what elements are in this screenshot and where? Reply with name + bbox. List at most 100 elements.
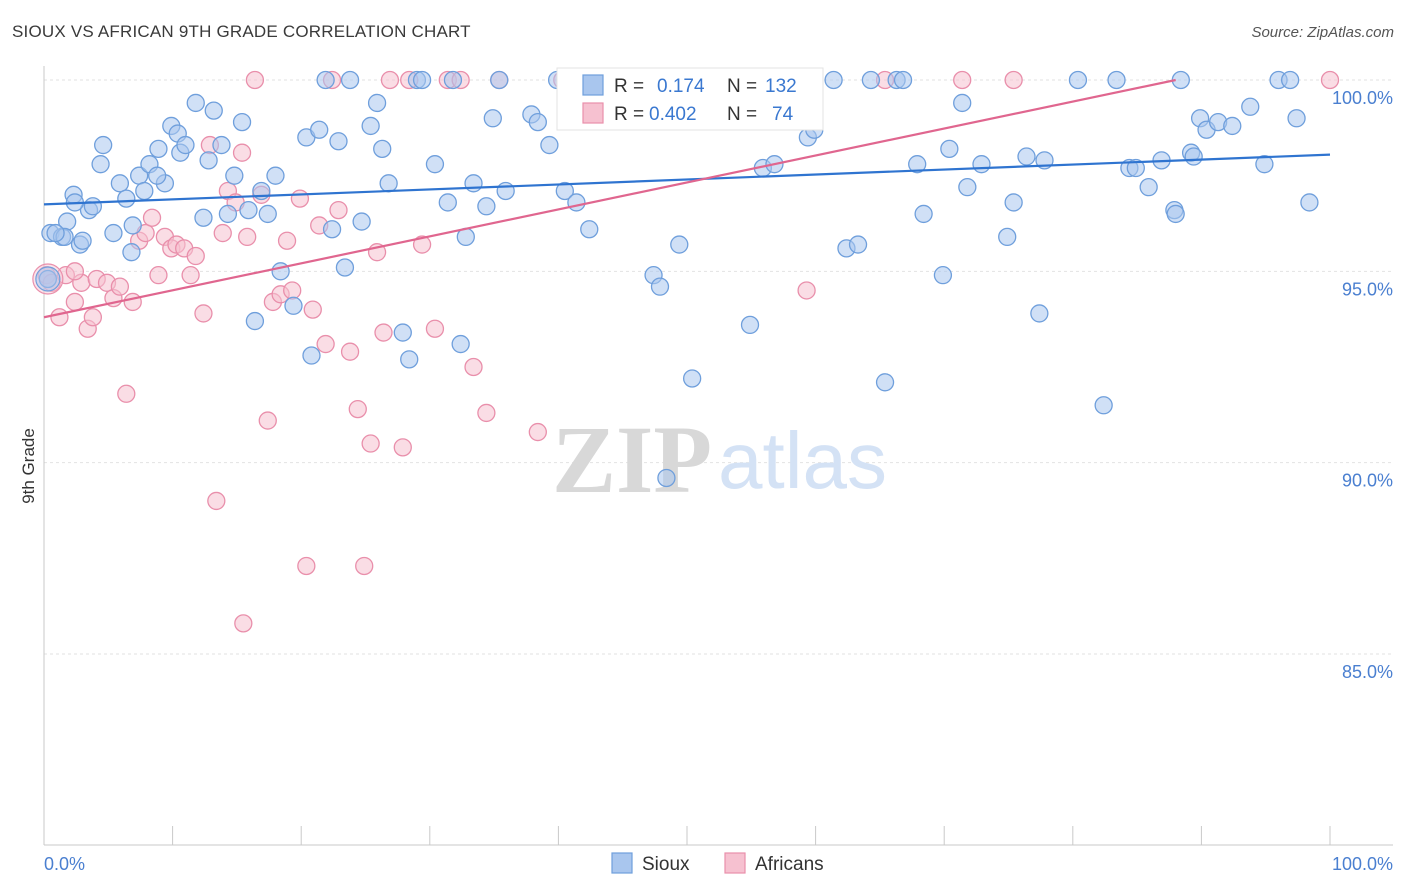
sioux-point — [893, 70, 913, 90]
sioux-point — [496, 181, 515, 201]
sioux-point — [340, 70, 360, 90]
sioux-cluster-point — [35, 266, 61, 292]
africans-point — [110, 277, 130, 296]
watermark-zip: ZIP — [552, 406, 712, 513]
sioux-point — [1255, 155, 1274, 174]
sioux-point — [940, 139, 959, 159]
sioux-point — [958, 177, 977, 197]
trendlines — [43, 78, 1331, 319]
africans-point — [348, 399, 367, 419]
sioux-point — [266, 166, 285, 185]
sioux-point — [861, 70, 881, 90]
africans-point — [238, 227, 257, 247]
sioux-point — [316, 70, 335, 90]
sioux-point — [1068, 70, 1088, 90]
sioux-point — [186, 93, 205, 113]
africans-series-label: Africans — [755, 854, 824, 875]
africans-point — [207, 491, 226, 511]
sioux-point — [933, 266, 953, 285]
africans-point — [283, 281, 302, 300]
sioux-point — [1139, 177, 1158, 197]
africans-point — [1320, 70, 1340, 90]
y-tick-label: 95.0% — [1342, 279, 1393, 299]
africans-point — [1004, 70, 1023, 90]
sioux-point — [400, 350, 419, 369]
sioux-point — [199, 151, 218, 170]
africans-r-label: R = — [614, 104, 644, 125]
africans-point — [117, 384, 136, 403]
africans-point — [464, 357, 483, 377]
africans-point — [393, 438, 412, 457]
africans-point — [50, 308, 69, 327]
africans-point — [380, 70, 400, 90]
y-tick-label: 85.0% — [1342, 662, 1393, 682]
sioux-point — [657, 468, 676, 488]
sioux-point — [322, 220, 342, 239]
sioux-point — [998, 227, 1017, 247]
series-legend: Sioux Africans — [611, 852, 824, 875]
sioux-point — [91, 155, 110, 174]
sioux-point — [1126, 158, 1145, 178]
africans-point — [123, 292, 142, 312]
sioux-point — [176, 135, 195, 155]
x-tick-labels: 0.0% 100.0% — [44, 854, 1393, 874]
africans-point — [213, 223, 232, 243]
sioux-point — [824, 70, 843, 90]
sioux-point — [1017, 147, 1036, 166]
africans-point — [953, 70, 972, 90]
sioux-point — [1300, 193, 1319, 212]
y-tick-label: 90.0% — [1342, 471, 1393, 491]
chart-title: SIOUX VS AFRICAN 9TH GRADE CORRELATION C… — [12, 22, 471, 41]
africans-point — [277, 231, 297, 250]
sioux-point — [135, 181, 154, 201]
sioux-point — [122, 243, 141, 262]
sioux-point — [1287, 109, 1306, 128]
sioux-point — [1184, 147, 1203, 166]
africans-point — [245, 70, 265, 90]
africans-point — [65, 262, 85, 281]
source-label: Source: ZipAtlas.com — [1251, 24, 1394, 41]
africans-point — [232, 143, 252, 162]
africans-point — [297, 556, 316, 576]
sioux-point — [580, 220, 599, 239]
africans-point — [258, 411, 277, 430]
sioux-point — [540, 135, 559, 155]
sioux-n-label: N = — [727, 76, 757, 97]
sioux-r-value: 0.174 — [657, 76, 705, 97]
sioux-point — [412, 70, 432, 90]
sioux-point — [302, 346, 321, 365]
sioux-point — [117, 189, 136, 208]
africans-legend-swatch — [582, 102, 604, 124]
sioux-point — [212, 135, 231, 155]
sioux-point — [425, 155, 445, 174]
sioux-point — [73, 231, 92, 250]
y-tick-labels: 100.0% 95.0% 90.0% 85.0% — [1332, 88, 1393, 682]
sioux-point — [1280, 70, 1300, 90]
africans-point — [149, 266, 168, 285]
africans-point — [142, 208, 162, 227]
sioux-point — [310, 120, 329, 139]
africans-point — [316, 334, 335, 354]
africans-point — [361, 434, 380, 453]
sioux-point — [258, 204, 277, 224]
africans-point — [412, 235, 432, 254]
africans-point — [528, 422, 547, 442]
watermark-atlas: atlas — [718, 416, 887, 505]
sioux-point — [1166, 204, 1185, 224]
sioux-point — [490, 70, 509, 90]
sioux-point — [232, 112, 252, 132]
sioux-point — [953, 93, 972, 113]
x-tick-label-min: 0.0% — [44, 854, 85, 874]
sioux-point — [379, 174, 398, 193]
africans-point — [234, 614, 253, 633]
sioux-point — [123, 216, 142, 235]
africans-point — [477, 403, 496, 423]
africans-point — [65, 292, 85, 312]
sioux-point — [110, 174, 130, 193]
sioux-point — [464, 174, 483, 193]
africans-point — [425, 319, 445, 338]
y-tick-label: 100.0% — [1332, 88, 1393, 108]
africans-point — [303, 300, 322, 319]
africans-point — [186, 246, 205, 266]
sioux-point — [682, 369, 702, 388]
